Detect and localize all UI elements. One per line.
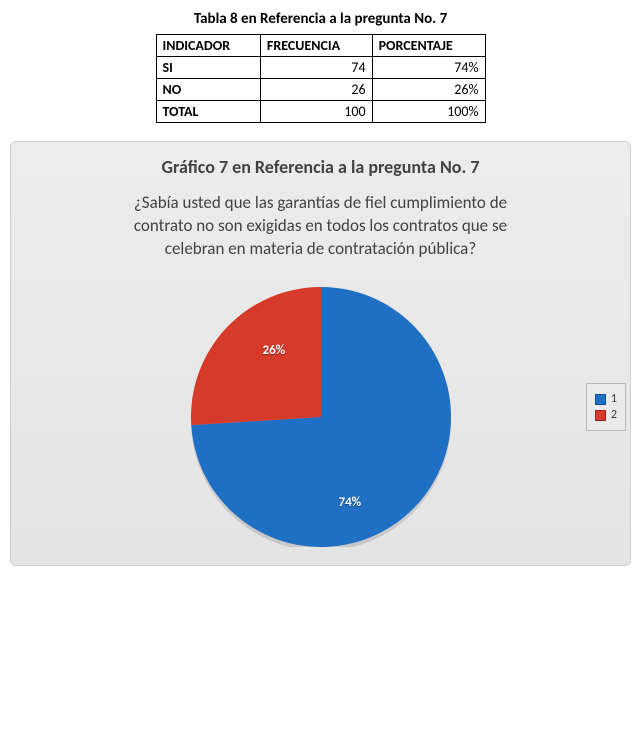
frequency-table: INDICADOR FRECUENCIA PORCENTAJE SI 74 74… — [156, 34, 486, 123]
cell-indicador: NO — [156, 79, 260, 101]
col-porcentaje: PORCENTAJE — [372, 35, 485, 57]
cell-frecuencia: 100 — [260, 101, 372, 123]
legend-item: 1 — [595, 392, 617, 406]
table-caption: Tabla 8 en Referencia a la pregunta No. … — [30, 10, 611, 28]
chart-subtitle: ¿Sabía usted que las garantías de fiel c… — [106, 192, 536, 261]
chart-title: Gráfico 7 en Referencia a la pregunta No… — [19, 156, 622, 178]
legend-item: 2 — [595, 408, 617, 422]
col-indicador: INDICADOR — [156, 35, 260, 57]
col-frecuencia: FRECUENCIA — [260, 35, 372, 57]
chart-legend: 1 2 — [586, 383, 626, 431]
cell-porcentaje: 100% — [372, 101, 485, 123]
table-row: SI 74 74% — [156, 57, 485, 79]
slice-label-2: 26% — [263, 343, 286, 358]
cell-indicador: SI — [156, 57, 260, 79]
pie-slice — [191, 287, 321, 425]
cell-indicador: TOTAL — [156, 101, 260, 123]
legend-label: 2 — [611, 408, 617, 422]
cell-porcentaje: 26% — [372, 79, 485, 101]
cell-frecuencia: 26 — [260, 79, 372, 101]
pie-svg — [191, 287, 451, 547]
legend-swatch-icon — [595, 410, 606, 421]
cell-porcentaje: 74% — [372, 57, 485, 79]
table-row: TOTAL 100 100% — [156, 101, 485, 123]
pie-chart: 74% 26% — [191, 287, 451, 547]
table-row: NO 26 26% — [156, 79, 485, 101]
chart-panel: Gráfico 7 en Referencia a la pregunta No… — [10, 141, 631, 566]
cell-frecuencia: 74 — [260, 57, 372, 79]
legend-swatch-icon — [595, 394, 606, 405]
legend-label: 1 — [611, 392, 617, 406]
slice-label-1: 74% — [339, 495, 362, 510]
